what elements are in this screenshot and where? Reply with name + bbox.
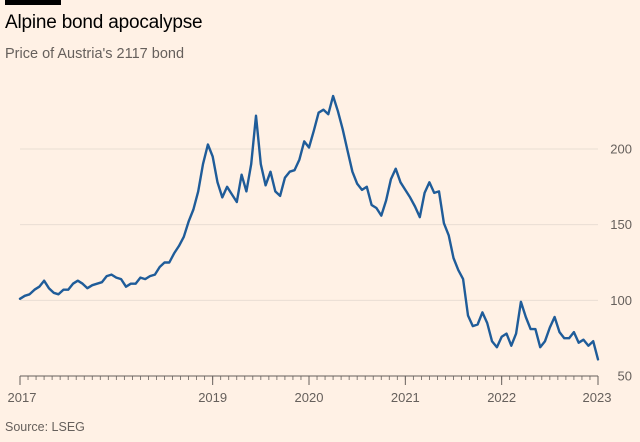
chart-subtitle: Price of Austria's 2117 bond bbox=[5, 46, 185, 62]
y-tick-label-200: 200 bbox=[610, 142, 632, 157]
source-note: Source: LSEG bbox=[5, 420, 85, 434]
x-tick-label-2022: 2022 bbox=[487, 390, 516, 405]
series-line-0 bbox=[18, 94, 600, 361]
chart-title: Alpine bond apocalypse bbox=[5, 12, 203, 33]
x-tick-label-2019: 2019 bbox=[198, 390, 227, 405]
x-tick-label-2023: 2023 bbox=[583, 390, 612, 405]
x-axis-labels: 2017 2019 2020 2021 2022 2023 bbox=[8, 390, 612, 405]
x-tick-label-2020: 2020 bbox=[295, 390, 324, 405]
y-tick-label-100: 100 bbox=[610, 293, 632, 308]
y-axis-labels: 50 100 150 200 bbox=[610, 142, 632, 384]
brand-bar bbox=[5, 0, 61, 5]
x-tick-label-2021: 2021 bbox=[391, 390, 420, 405]
y-tick-label-50: 50 bbox=[618, 369, 632, 384]
gridlines bbox=[20, 148, 598, 301]
x-axis bbox=[19, 375, 599, 385]
series-layer bbox=[18, 94, 600, 361]
x-tick-label-2017: 2017 bbox=[8, 390, 37, 405]
y-tick-label-150: 150 bbox=[610, 217, 632, 232]
